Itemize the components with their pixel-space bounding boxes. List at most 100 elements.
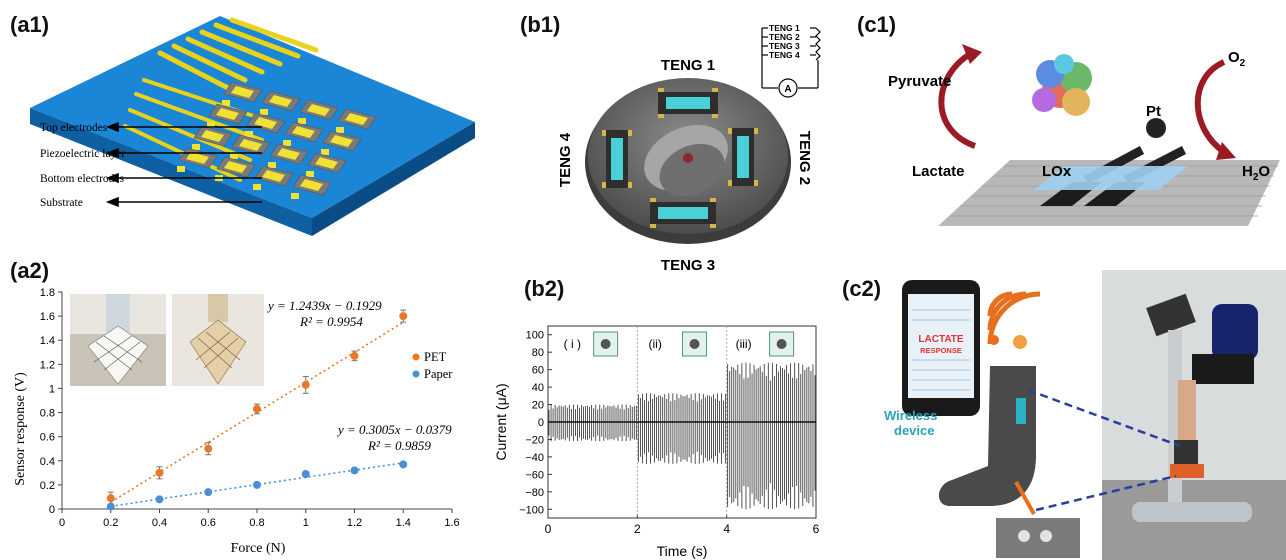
bottom-electrode-pad (260, 109, 268, 115)
wifi-icon (987, 291, 1041, 345)
top-electrode-pad (307, 104, 330, 116)
paper-fit-r2: R² = 0.9859 (367, 438, 431, 453)
top-electrode-pad (254, 117, 277, 129)
device-label-line2: device (894, 423, 934, 438)
circuit-diagram (761, 27, 821, 98)
callout-bottom-electrodes: Bottom electrodes (40, 173, 125, 185)
teng-module-3 (650, 198, 716, 228)
top-electrode-lines (157, 17, 319, 91)
legend-label-pet: PET (424, 350, 447, 364)
b2-x-tick-label: 0 (545, 522, 552, 536)
legend-marker-paper (412, 370, 420, 378)
teng-module-1 (658, 88, 718, 118)
bottom-electrode-pad (298, 118, 306, 124)
a2-chart: 0 0.2 0.4 0.6 0.8 1 1.2 1.4 1.6 0 0.2 0.4 0.6 0.8 1 1.2… (13, 287, 460, 556)
b2-y-tick-label: 40 (532, 382, 544, 394)
sensor-inset-photo (996, 518, 1080, 558)
a2-x-tick-label: 0 (59, 517, 65, 529)
a2-y-tick-label: 0.4 (40, 456, 55, 468)
screen-lactate-text: LACTATE (918, 334, 964, 345)
a2-x-tick-label: 1.2 (347, 517, 362, 529)
b2-x-tick-label: 4 (723, 522, 730, 536)
teng2-label: TENG 2 (796, 131, 813, 185)
a2-x-axis-label: Force (N) (231, 541, 286, 556)
pet-data-point (106, 494, 115, 503)
b2-x-tick-label: 6 (813, 522, 820, 536)
a2-y-tick-label: 0.6 (40, 432, 55, 444)
paper-data-point (253, 480, 261, 489)
pet-data-point (204, 444, 213, 453)
center-shadow (659, 143, 725, 197)
pyruvate-label: Pyruvate (888, 73, 951, 90)
teng1-label: TENG 1 (661, 57, 715, 74)
panel-label-a1: (a1) (10, 12, 50, 37)
a2-x-tick-label: 0.4 (152, 517, 167, 529)
a2-y-axis-label: Sensor response (V) (13, 372, 28, 486)
paper-data-point (399, 460, 408, 469)
a2-legend: PET Paper (412, 350, 453, 381)
paper-fit-equation: y = 0.3005x − 0.0379 (336, 422, 452, 437)
top-electrode-pad (315, 157, 338, 169)
circuit-teng1: TENG 1 (769, 23, 800, 33)
teng-module-4 (602, 130, 632, 188)
a2-photo-inset-1 (70, 294, 166, 386)
top-electrode-pad (330, 135, 353, 147)
device-label-line1: Wireless (884, 408, 937, 423)
c2-illustration: LACTATE RESPONSE Wireless device (884, 270, 1286, 560)
screen-response-text: RESPONSE (920, 346, 962, 355)
top-electrode-pad (277, 148, 300, 160)
b1-device: TENG 1 TENG 3 TENG 4 TENG 2 TENG 1 TENG … (557, 23, 821, 270)
a2-y-tick-label: 0.8 (40, 408, 55, 420)
a2-y-tick-label: 0 (49, 504, 55, 516)
bottom-electrode-pad (291, 193, 299, 199)
substrate-left-face (30, 108, 312, 236)
panel-label-b2: (b2) (524, 276, 565, 301)
b2-marks: ( i ) (ii) (iii) (548, 331, 816, 510)
top-electrode-pad (216, 108, 239, 120)
a2-x-tick-label: 1.6 (444, 517, 459, 529)
pt-label: Pt (1146, 103, 1161, 120)
circuit-teng3: TENG 3 (769, 41, 800, 51)
legend-label-paper: Paper (424, 367, 453, 381)
teng4-label: TENG 4 (557, 132, 574, 187)
pet-data-point (399, 312, 408, 321)
b2-region-label: (ii) (649, 337, 662, 351)
lactate-label: Lactate (912, 163, 965, 180)
top-electrode-pad (262, 170, 285, 182)
paper-data-point (301, 470, 310, 479)
callout-arrows (105, 121, 262, 208)
ammeter-label: A (784, 84, 791, 95)
a2-x-tick-label: 0.6 (201, 517, 216, 529)
b2-y-tick-label: 0 (538, 417, 544, 429)
top-electrode-pad (186, 152, 209, 164)
inset-pointer-arrow (1014, 481, 1036, 515)
pet-data-point (155, 468, 164, 477)
top-electrode-pad (300, 179, 323, 191)
paper-data-point (204, 488, 213, 497)
a2-y-tick-label: 1.4 (40, 335, 55, 347)
b2-y-tick-label: 20 (532, 400, 544, 412)
bike-console (1146, 293, 1196, 337)
top-electrode-pad (269, 95, 292, 107)
bottom-electrode-pad (245, 131, 253, 137)
lactate-to-pyruvate-arrow (938, 51, 977, 149)
lox-protein-icon (1032, 54, 1092, 116)
top-electrode-pad (231, 86, 254, 98)
b2-region-label: ( i ) (564, 337, 581, 351)
bottom-electrode-pad (192, 144, 200, 150)
bottom-electrode-pad (177, 166, 185, 172)
phone-screen (908, 294, 974, 398)
bottom-electrode-pad (336, 127, 344, 133)
top-electrode-pad (345, 113, 368, 125)
teng-module-2 (728, 128, 758, 186)
bottom-electrode-pad (283, 140, 291, 146)
panel-label-c1: (c1) (857, 12, 897, 37)
panel-label-b1: (b1) (520, 12, 561, 37)
panel-label-c2: (c2) (842, 276, 882, 301)
guide-line-lower (1035, 474, 1177, 512)
b2-y-tick-label: −40 (525, 452, 544, 464)
b2-y-tick-label: −80 (525, 487, 544, 499)
a2-x-tick-label: 1.4 (396, 517, 411, 529)
center-dot (683, 153, 693, 163)
pet-fit-r2: R² = 0.9954 (299, 314, 363, 329)
